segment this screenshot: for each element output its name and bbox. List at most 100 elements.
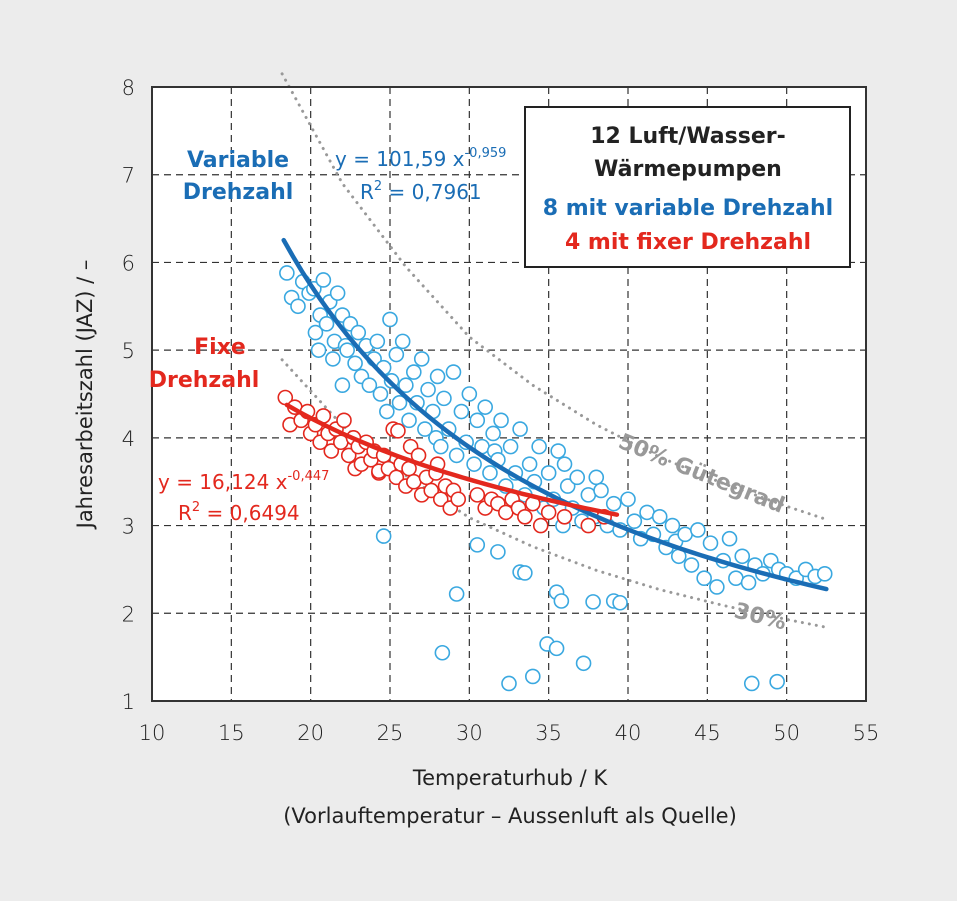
fixed-point xyxy=(336,412,352,429)
variable-point xyxy=(585,594,601,610)
variable-point xyxy=(512,421,528,437)
y-tick-label: 5 xyxy=(122,339,135,363)
variable-point xyxy=(448,586,465,602)
fixed-point xyxy=(405,473,422,490)
x-tick-label: 20 xyxy=(297,721,324,745)
variable-point xyxy=(664,517,681,534)
fixed-point xyxy=(340,447,357,464)
guetegrad-curves xyxy=(280,72,828,629)
variable-fit-line xyxy=(281,237,829,592)
variable-point xyxy=(347,355,363,372)
variable-point xyxy=(350,324,367,341)
variable-label-line2: Drehzahl xyxy=(183,180,294,205)
x-tick-label: 50 xyxy=(773,721,800,745)
variable-point xyxy=(559,478,576,494)
y-tick-labels: 1 2 3 4 5 6 7 8 xyxy=(122,76,135,714)
variable-point xyxy=(382,311,398,328)
variable-point xyxy=(816,566,833,582)
variable-point xyxy=(540,465,557,481)
x-tick-label: 10 xyxy=(139,721,166,745)
legend-line1: 12 Luft/Wasser- xyxy=(590,124,786,149)
variable-point xyxy=(334,377,351,394)
y-tick-label: 7 xyxy=(122,164,135,188)
variable-point xyxy=(453,403,470,420)
y-tick-label: 4 xyxy=(122,427,135,451)
variable-point xyxy=(420,381,436,398)
x-axis-title: Temperaturhub / K xyxy=(412,766,609,790)
variable-point xyxy=(369,333,386,350)
variable-point xyxy=(620,491,636,508)
variable-point xyxy=(639,504,655,521)
variable-point xyxy=(553,593,570,609)
variable-point xyxy=(588,469,605,486)
x-tick-label: 35 xyxy=(535,721,562,745)
variable-point xyxy=(690,522,706,538)
variable-point xyxy=(702,535,719,551)
variable-point xyxy=(469,537,486,553)
variable-point xyxy=(593,482,609,499)
variable-point xyxy=(375,528,392,544)
variable-point xyxy=(605,495,622,512)
x-tick-label: 45 xyxy=(694,721,721,745)
variable-point xyxy=(769,673,785,690)
x-tick-label: 40 xyxy=(615,721,642,745)
variable-point xyxy=(482,465,498,481)
variable-point xyxy=(469,412,486,429)
variable-point xyxy=(329,285,346,301)
y-tick-label: 3 xyxy=(122,515,135,539)
fixed-point xyxy=(556,508,573,525)
fixed-point xyxy=(517,508,533,525)
fit-lines xyxy=(281,237,829,592)
variable-point xyxy=(325,351,341,367)
variable-r2: R2 = 0,7961 xyxy=(360,179,482,204)
variable-point xyxy=(501,675,517,692)
guetegrad-curve xyxy=(280,72,828,521)
variable-point xyxy=(290,298,306,315)
variable-point xyxy=(379,403,395,420)
variable-point xyxy=(466,456,482,472)
variable-point xyxy=(493,412,509,429)
x-axis-subtitle: (Vorlauftemperatur – Aussenluft als Quel… xyxy=(283,804,737,828)
variable-point xyxy=(524,668,541,685)
fixed-point xyxy=(540,504,557,521)
variable-point xyxy=(502,438,519,455)
variable-point xyxy=(361,377,378,394)
variable-point xyxy=(743,675,760,692)
legend-line2: Wärmepumpen xyxy=(594,157,782,182)
variable-point xyxy=(405,364,422,380)
guetegrad-curve xyxy=(280,358,828,629)
variable-point xyxy=(696,570,712,587)
variable-point xyxy=(651,508,668,525)
variable-point xyxy=(434,644,451,661)
variable-point xyxy=(401,412,417,429)
variable-point xyxy=(315,272,332,288)
variable-point xyxy=(310,342,327,358)
variable-point xyxy=(677,526,693,543)
variable-point xyxy=(740,574,757,591)
variable-point xyxy=(339,342,355,358)
y-tick-label: 1 xyxy=(122,690,135,714)
variable-point xyxy=(413,351,430,367)
y-tick-label: 8 xyxy=(122,76,135,100)
legend-line4: 4 mit fixer Drehzahl xyxy=(565,230,811,255)
variable-point xyxy=(279,265,295,281)
variable-point xyxy=(548,640,565,657)
legend-line3: 8 mit variable Drehzahl xyxy=(543,196,833,221)
variable-point xyxy=(728,570,744,587)
fixed-r2: R2 = 0,6494 xyxy=(178,500,300,525)
variable-point xyxy=(580,487,597,503)
x-tick-label: 25 xyxy=(377,721,404,745)
variable-point xyxy=(436,390,452,407)
variable-point xyxy=(372,386,389,402)
variable-point xyxy=(556,456,573,472)
variable-point xyxy=(569,469,586,486)
variable-point xyxy=(432,438,449,455)
variable-point xyxy=(531,438,547,455)
fixed-point xyxy=(450,491,467,508)
fixed-label-line1: Fixe xyxy=(194,335,246,360)
fixed-point xyxy=(498,504,514,521)
variable-point xyxy=(517,565,533,581)
fixed-label-line2: Drehzahl xyxy=(149,368,260,393)
variable-point xyxy=(521,456,538,472)
